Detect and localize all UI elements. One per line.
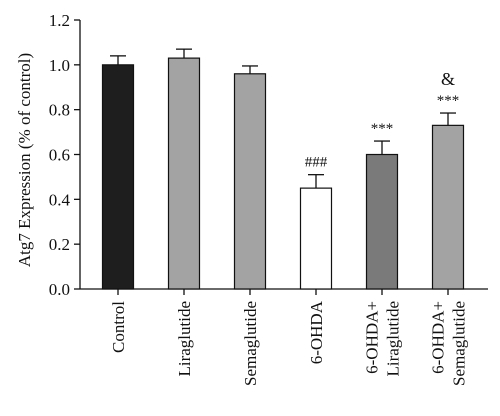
significance-marker: *** xyxy=(371,121,394,137)
bar xyxy=(167,57,201,290)
x-tick-label: Control xyxy=(109,301,128,353)
x-tick-label: Semaglutide xyxy=(241,301,260,386)
x-tick-label: Liraglutide xyxy=(175,301,194,377)
error-bars xyxy=(110,48,456,189)
bars xyxy=(101,57,465,290)
y-tick-label: 1.0 xyxy=(49,56,70,75)
y-tick-label: 1.2 xyxy=(49,11,70,30)
x-tick-label: 6-OHDA+ Semaglutide xyxy=(429,301,469,386)
y-axis: 0.0 0.2 0.4 0.6 0.8 1.0 1.2 xyxy=(49,11,81,299)
y-tick-label: 0.8 xyxy=(49,101,70,120)
x-tick-label-line: 6-OHDA xyxy=(307,300,326,364)
y-tick-label: 0.4 xyxy=(49,190,71,209)
x-tick-label-line: Liraglutide xyxy=(175,301,194,377)
x-tick-label: 6-OHDA+ Liraglutide xyxy=(363,301,403,377)
significance-annotations: ### *** *** & xyxy=(305,69,460,171)
bar xyxy=(233,73,267,290)
significance-marker: & xyxy=(441,69,455,89)
x-tick-label-line: Semaglutide xyxy=(450,301,469,386)
bar xyxy=(299,187,333,290)
bar xyxy=(365,153,399,290)
significance-marker: ### xyxy=(305,155,328,171)
x-tick-label-line: Control xyxy=(109,301,128,353)
x-tick-label: 6-OHDA xyxy=(307,300,326,364)
y-tick-label: 0.6 xyxy=(49,146,70,165)
y-axis-label: Atg7 Expression (% of control) xyxy=(15,53,34,267)
bar xyxy=(431,124,465,290)
x-tick-label-line: Liraglutide xyxy=(384,301,403,377)
x-axis: Control Liraglutide Semaglutide 6-OHDA 6-OHD… xyxy=(80,288,488,386)
x-tick-label-line: 6-OHDA+ xyxy=(363,301,382,374)
significance-marker: *** xyxy=(437,93,460,109)
x-tick-label-line: 6-OHDA+ xyxy=(429,301,448,374)
y-tick-label: 0.0 xyxy=(49,280,70,299)
y-tick-label: 0.2 xyxy=(49,235,70,254)
bar xyxy=(101,64,135,290)
x-tick-label-line: Semaglutide xyxy=(241,301,260,386)
